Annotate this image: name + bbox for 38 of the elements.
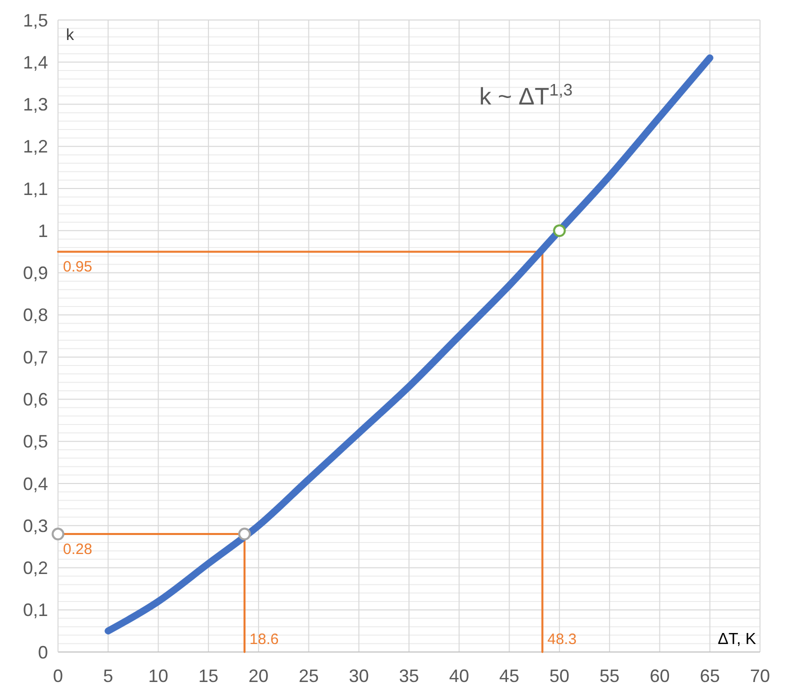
annotation: 0.95	[63, 258, 92, 276]
x-tick-label: 25	[298, 666, 319, 686]
x-tick-label: 30	[348, 666, 369, 686]
y-tick-label: 1,3	[22, 94, 48, 115]
y-tick-label: 0,2	[22, 558, 48, 578]
y-tick-label: 0,6	[22, 390, 48, 410]
y-tick-label: 1,4	[22, 52, 48, 72]
x-tick-label: 70	[750, 666, 770, 686]
x-tick-label: 10	[148, 666, 168, 686]
y-tick-label: 1,5	[22, 10, 48, 30]
y-axis-title: k	[66, 27, 75, 44]
annotation: 48.3	[547, 631, 577, 648]
x-tick-label: 20	[248, 666, 269, 686]
y-tick-label: 0,9	[22, 263, 48, 284]
y-tick-label: 0,4	[22, 474, 48, 494]
x-tick-label: 40	[449, 666, 470, 686]
y-tick-label: 1	[38, 220, 48, 241]
x-tick-label: 15	[198, 666, 218, 686]
x-tick-label: 55	[600, 666, 620, 686]
y-tick-label: 1,1	[22, 178, 48, 199]
x-tick-label: 50	[549, 666, 570, 686]
y-tick-label: 0,1	[22, 600, 48, 620]
x-axis-title: ΔT, K	[718, 631, 756, 648]
annotation: 18.6	[250, 631, 279, 648]
y-tick-label: 0,3	[22, 516, 48, 536]
x-tick-label: 35	[398, 666, 420, 686]
y-tick-label: 0,8	[22, 305, 48, 326]
x-tick-label: 65	[700, 666, 720, 686]
y-tick-label: 0,5	[22, 432, 48, 452]
y-tick-label: 1,2	[22, 136, 48, 157]
annotation: 0.28	[63, 541, 92, 558]
x-tick-label: 45	[499, 666, 520, 686]
x-tick-label: 0	[52, 666, 64, 686]
y-tick-label: 0,7	[22, 347, 48, 368]
annotation: k ~ ΔT$^{1,3}$	[479, 80, 573, 110]
x-tick-label: 60	[650, 666, 670, 686]
y-tick-label: 0	[38, 642, 48, 662]
x-tick-label: 5	[103, 666, 114, 686]
